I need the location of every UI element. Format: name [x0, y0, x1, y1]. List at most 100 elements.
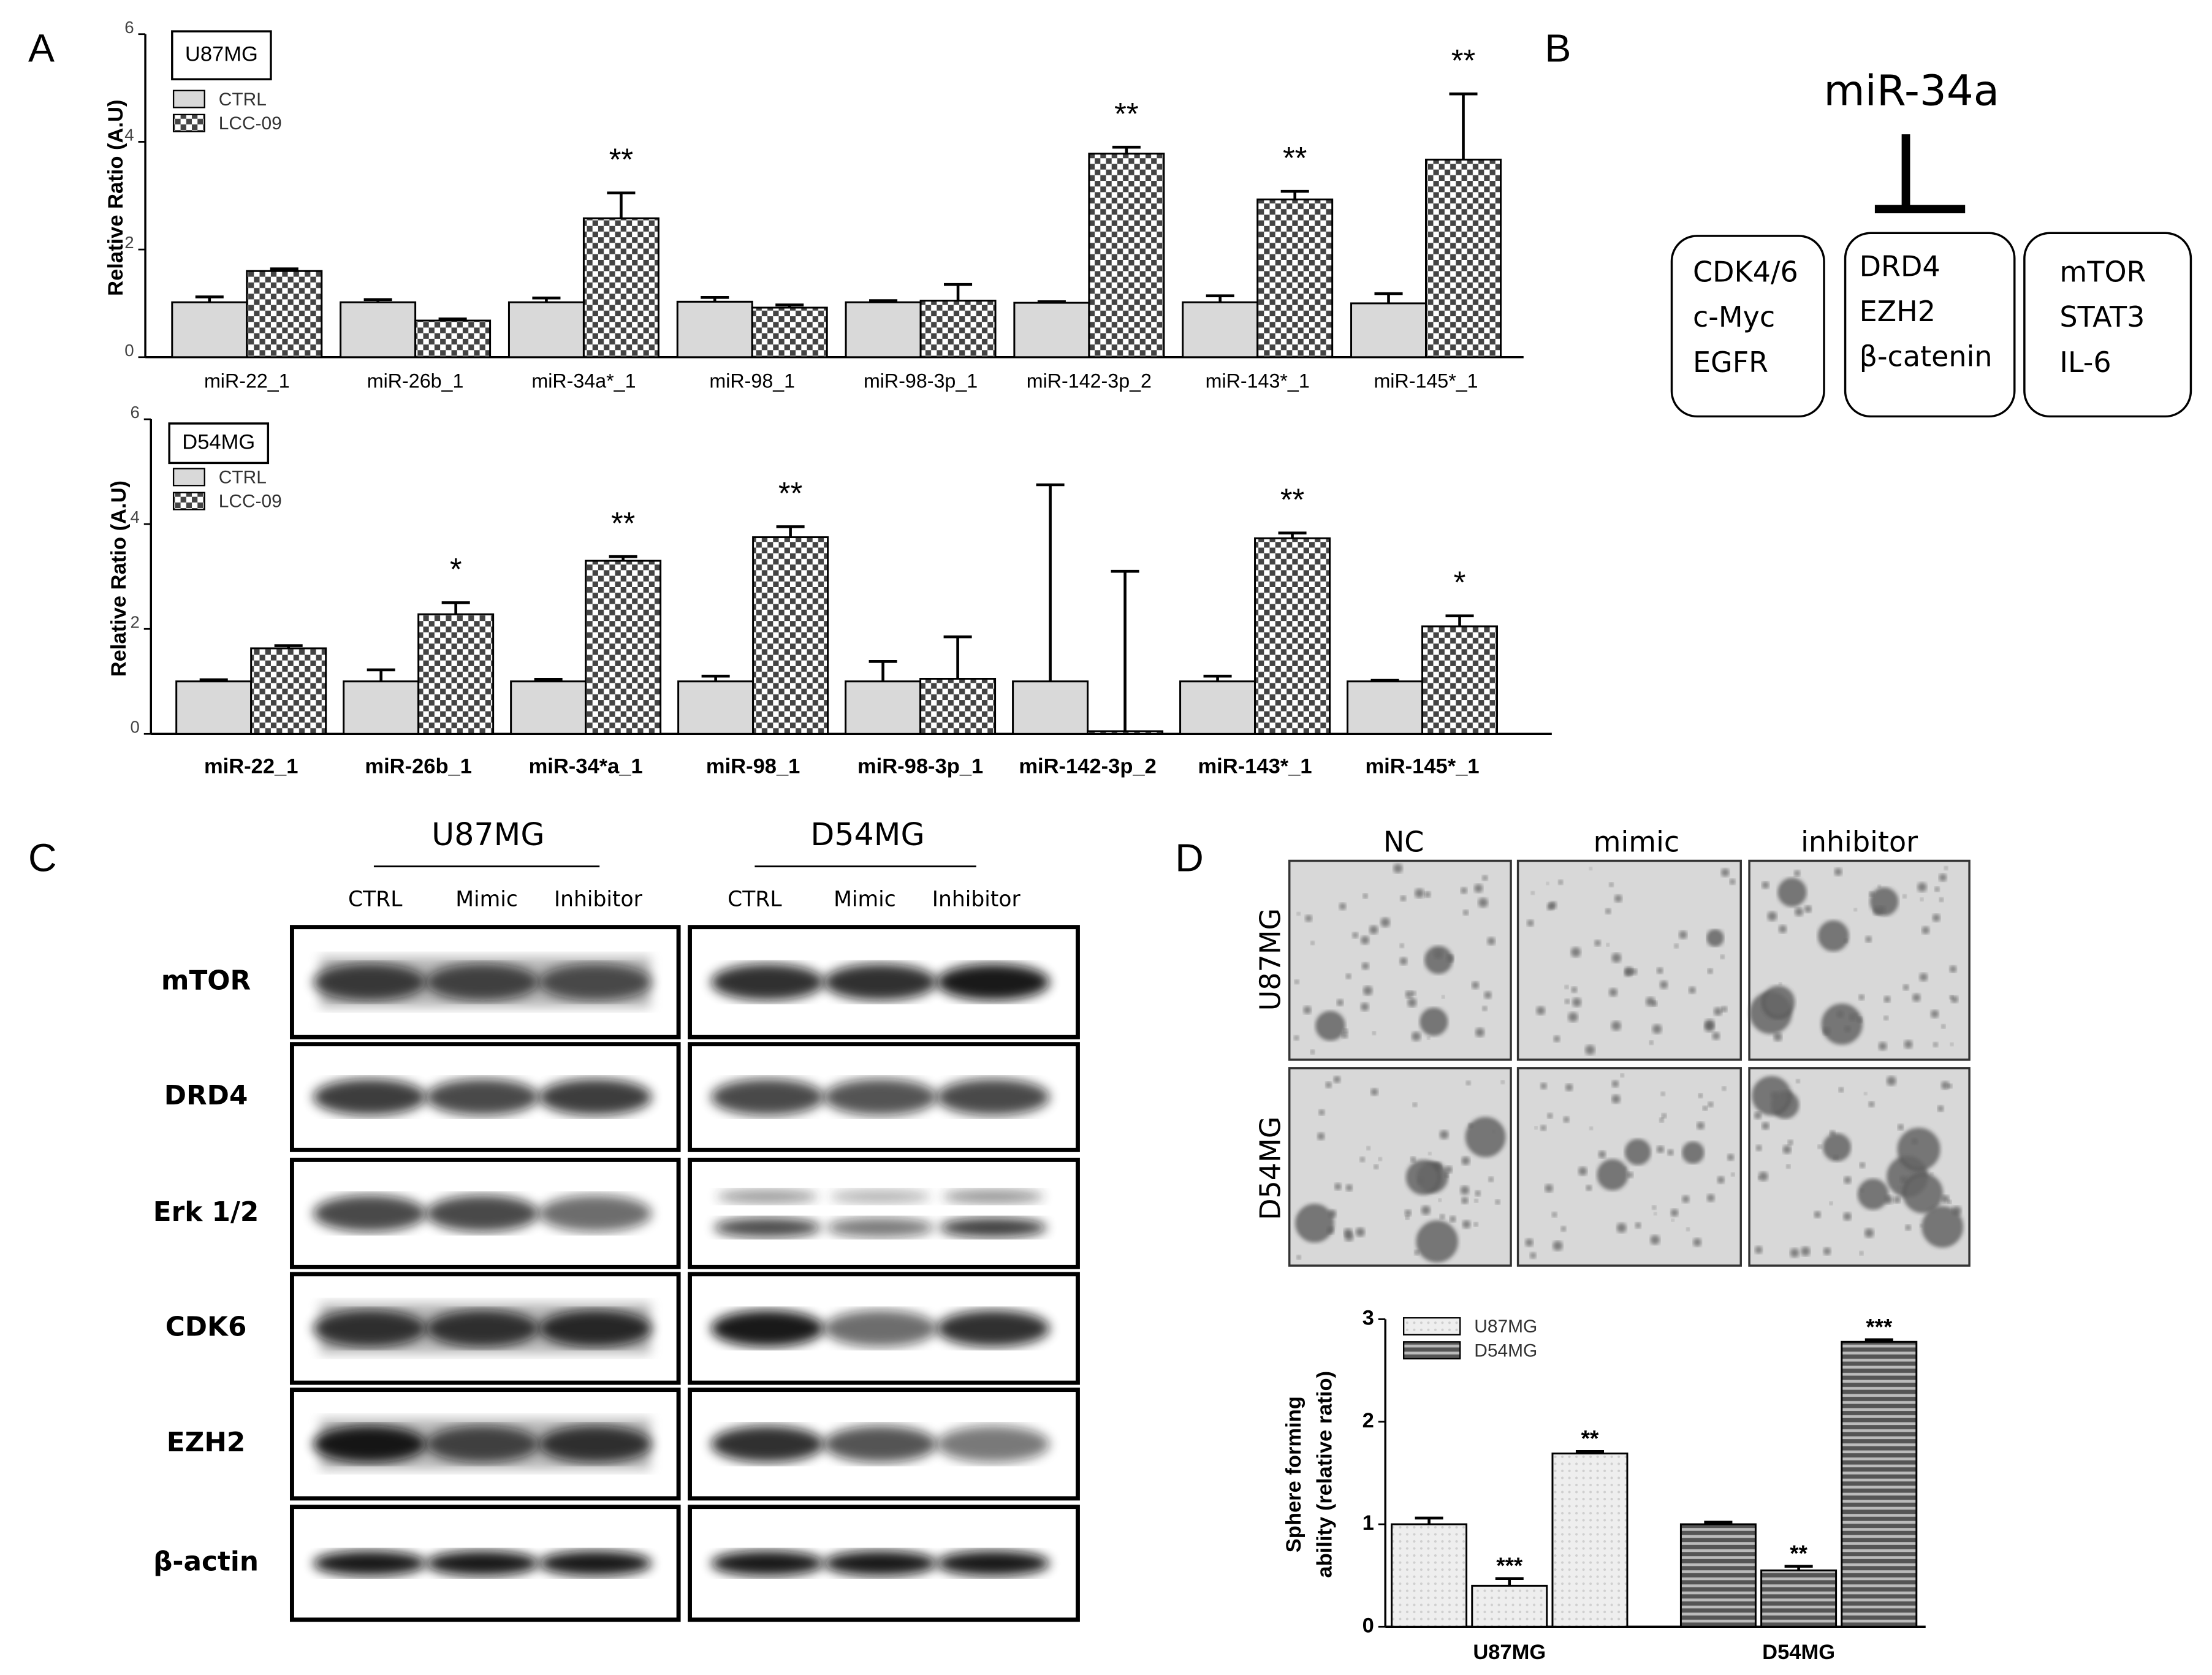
blot-band [313, 1310, 427, 1347]
y-tick-label: 0 [124, 341, 134, 360]
target: c-Myc [1693, 300, 1775, 333]
cell [1823, 1247, 1831, 1255]
cell [1393, 864, 1403, 873]
bar [919, 300, 997, 359]
significance: * [1454, 565, 1466, 600]
blot-band [313, 1195, 427, 1232]
target-box [2023, 232, 2192, 418]
bar [582, 217, 659, 359]
cell [1657, 1145, 1664, 1153]
blot-band [716, 1189, 818, 1204]
error-bar [944, 283, 973, 301]
panel-label: B [1545, 26, 1571, 70]
bar [1421, 625, 1499, 735]
sphere [1823, 1133, 1851, 1161]
error-bar [943, 635, 972, 679]
target-box [1670, 235, 1825, 418]
blot-band [539, 1195, 652, 1232]
cell [1571, 987, 1578, 993]
error-bar [1449, 92, 1478, 160]
cell [1565, 1084, 1573, 1092]
bar [171, 301, 248, 359]
cell [1878, 1042, 1887, 1050]
bar [1347, 680, 1424, 735]
bar [510, 680, 587, 735]
sphere [1777, 878, 1806, 906]
cell [1795, 907, 1804, 916]
cell [1558, 879, 1564, 885]
x-tick-label: U87MG [1473, 1641, 1546, 1664]
error-bar [1037, 300, 1066, 303]
error-bar [274, 644, 303, 648]
blot-band [937, 1310, 1050, 1347]
cell [1463, 910, 1469, 916]
sphere [1465, 1117, 1505, 1157]
cell [1482, 875, 1488, 881]
y-tick-label: 1 [1363, 1511, 1374, 1535]
cell [1657, 967, 1663, 974]
cell [1337, 999, 1344, 1006]
cell [1611, 1080, 1619, 1088]
cell [1530, 891, 1535, 895]
cell [1721, 1006, 1727, 1012]
blot-band [313, 963, 427, 1001]
inset-box [168, 422, 270, 465]
cell [1374, 1164, 1378, 1169]
inset-box [171, 30, 272, 81]
cell [1859, 1251, 1864, 1255]
x-tick-label: miR-26b_1 [365, 755, 472, 778]
cell [1484, 991, 1492, 999]
cell [1762, 1122, 1769, 1130]
target: mTOR [2059, 255, 2146, 288]
cell [1755, 1145, 1762, 1151]
cell [1624, 968, 1633, 977]
cell [1698, 1093, 1703, 1098]
bar [845, 301, 922, 359]
cell [1352, 932, 1358, 938]
y-axis-title: Relative Ratio (A.U) [104, 100, 127, 296]
cell [1853, 908, 1857, 911]
cell [1475, 1190, 1481, 1196]
cell [1649, 1040, 1654, 1045]
cell [1660, 1092, 1665, 1096]
x-tick-label: miR-34a*_1 [531, 370, 636, 392]
sphere [1682, 1142, 1704, 1164]
cell [1345, 973, 1351, 979]
cell [1814, 1211, 1821, 1218]
x-tick-label: miR-98-3p_1 [857, 755, 983, 778]
error-bar [1575, 1449, 1604, 1454]
error-bar [1445, 614, 1474, 626]
blot-band [539, 1550, 652, 1576]
blot-band [942, 1189, 1044, 1204]
cell [1934, 886, 1940, 892]
bar [417, 613, 495, 735]
cell [1801, 1247, 1811, 1256]
bar [751, 306, 828, 359]
sphere [1870, 887, 1898, 916]
blot-band [539, 963, 652, 1001]
cell [1440, 1214, 1445, 1220]
lane-label: CTRL [728, 887, 782, 911]
blot-band [313, 1550, 427, 1576]
cell [1902, 894, 1907, 898]
cell [1334, 1183, 1342, 1190]
cell [1782, 1145, 1792, 1154]
error-bar [1374, 292, 1403, 303]
y-tick-label: 2 [124, 233, 134, 252]
cell [1495, 1199, 1500, 1205]
target: EGFR [1693, 346, 1768, 379]
cell [1609, 988, 1617, 997]
y-tick-label: 4 [131, 507, 140, 526]
significance: ** [778, 476, 802, 511]
cell [1475, 1028, 1484, 1037]
cell [1565, 998, 1570, 1004]
cell [1941, 1024, 1946, 1029]
cell [1932, 914, 1940, 922]
cell [1380, 917, 1390, 927]
cell [1546, 882, 1549, 885]
cell [1949, 965, 1957, 973]
cell [1405, 990, 1413, 998]
cell [1369, 925, 1378, 935]
sphere [1858, 1179, 1888, 1210]
cell [1478, 897, 1488, 908]
